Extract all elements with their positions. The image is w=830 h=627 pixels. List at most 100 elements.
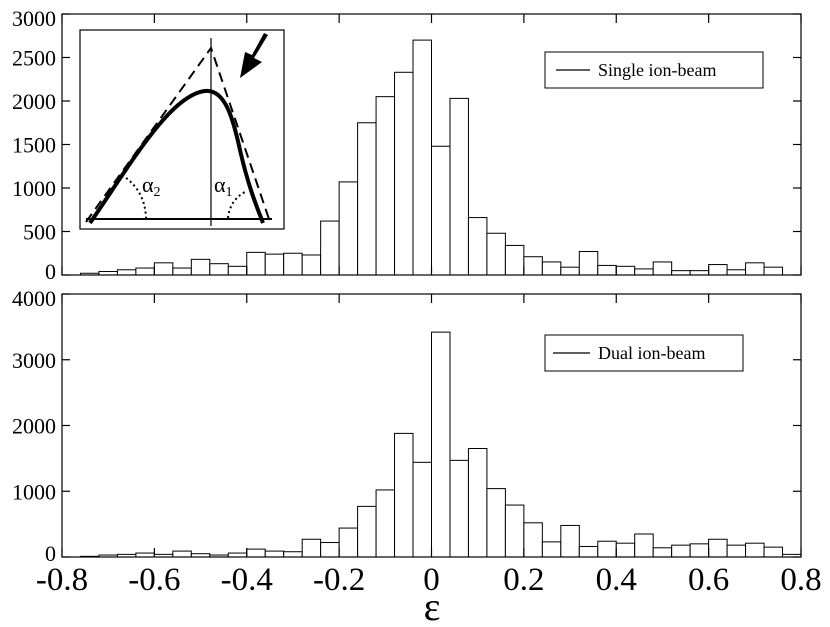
top-bars bbox=[79, 39, 784, 276]
top-y-axis: 0 500 1000 1500 2000 2500 3000 bbox=[12, 6, 801, 284]
top-legend-label: Single ion-beam bbox=[598, 60, 716, 80]
x-tick-label: 0.4 bbox=[596, 562, 637, 598]
top-histogram-bar bbox=[135, 267, 155, 276]
top-histogram-bar bbox=[726, 269, 747, 276]
bottom-histogram-bar bbox=[708, 538, 728, 558]
top-histogram-bar bbox=[375, 96, 396, 276]
top-histogram-bar bbox=[671, 270, 691, 276]
top-histogram-bar bbox=[615, 265, 636, 276]
bottom-histogram-bar bbox=[301, 538, 322, 558]
bottom-histogram-bar bbox=[745, 542, 765, 558]
top-histogram-bar bbox=[153, 262, 174, 276]
top-histogram-bar bbox=[301, 254, 322, 276]
bottom-histogram-bar bbox=[634, 533, 654, 558]
top-histogram-bar bbox=[227, 265, 248, 276]
top-y-tick-label: 2500 bbox=[12, 46, 56, 71]
bottom-histogram-bar bbox=[394, 432, 414, 558]
bottom-histogram-bar bbox=[431, 331, 451, 558]
x-tick-label: 0.2 bbox=[503, 562, 544, 598]
top-histogram-bar bbox=[246, 251, 266, 276]
bottom-histogram-bar bbox=[283, 551, 303, 558]
top-histogram-bar bbox=[504, 244, 525, 276]
x-tick-label: -0.6 bbox=[128, 562, 180, 598]
x-tick-label: 0.8 bbox=[780, 562, 821, 598]
x-tick-label: 0.6 bbox=[688, 562, 729, 598]
top-panel: 0 500 1000 1500 2000 2500 3000 Single ion-beam… bbox=[12, 6, 802, 284]
inset-alpha-1: α1 bbox=[214, 172, 233, 200]
top-histogram-bar bbox=[394, 71, 414, 276]
top-histogram-bar bbox=[172, 267, 192, 276]
bottom-histogram-bar bbox=[504, 504, 525, 558]
x-tick-label: -0.2 bbox=[313, 562, 365, 598]
top-histogram-bar bbox=[190, 258, 211, 276]
bottom-histogram-bar bbox=[357, 505, 377, 558]
top-histogram-bar bbox=[597, 264, 617, 276]
top-legend: Single ion-beam bbox=[544, 51, 764, 89]
top-y-tick-label: 500 bbox=[23, 220, 56, 245]
top-histogram-bar bbox=[689, 270, 710, 276]
bottom-y-axis: 0 1000 2000 3000 4000 bbox=[12, 286, 801, 566]
bottom-legend: Dual ion-beam bbox=[544, 334, 744, 372]
top-y-tick-label: 3000 bbox=[12, 6, 56, 31]
top-histogram-bar bbox=[412, 39, 432, 276]
x-tick-label: 0 bbox=[423, 562, 440, 598]
bottom-histogram-bar bbox=[172, 550, 192, 558]
top-histogram-bar bbox=[116, 269, 137, 276]
bottom-histogram-bar bbox=[486, 488, 506, 558]
bottom-histogram-bar bbox=[578, 545, 599, 558]
bottom-histogram-bar bbox=[338, 527, 359, 558]
top-y-tick-label: 0 bbox=[45, 259, 56, 284]
bottom-histogram-bar bbox=[264, 550, 285, 558]
top-y-tick-label: 1000 bbox=[12, 176, 56, 201]
x-tick-label: -0.4 bbox=[221, 562, 273, 598]
bottom-histogram-bar bbox=[523, 522, 543, 558]
x-tick-label: -0.8 bbox=[36, 562, 88, 598]
bottom-histogram-bar bbox=[560, 524, 580, 558]
top-y-tick-label: 1500 bbox=[12, 133, 56, 158]
top-histogram-bar bbox=[320, 220, 340, 276]
bottom-histogram-bar bbox=[412, 461, 432, 558]
top-y-tick-label: 2000 bbox=[12, 89, 56, 114]
top-histogram-bar bbox=[708, 264, 728, 276]
bottom-y-tick-label: 3000 bbox=[12, 348, 56, 373]
top-histogram-bar bbox=[283, 252, 303, 276]
bottom-x-axis: -0.8 -0.6 -0.4 -0.2 0 0.2 0.4 0.6 0.8 bbox=[36, 294, 822, 598]
top-histogram-bar bbox=[357, 122, 377, 276]
top-histogram-bar bbox=[652, 261, 673, 276]
top-histogram-bar bbox=[745, 262, 765, 276]
bottom-histogram-bar bbox=[246, 548, 266, 558]
bottom-histogram-bar bbox=[467, 448, 488, 558]
inset-peak-curve bbox=[88, 88, 265, 225]
top-histogram-bar bbox=[634, 268, 654, 276]
top-histogram-bar bbox=[486, 232, 506, 276]
bottom-y-tick-label: 0 bbox=[45, 541, 56, 566]
top-histogram-bar bbox=[209, 263, 229, 276]
top-histogram-bar bbox=[541, 261, 562, 276]
top-x-ticks bbox=[61, 14, 802, 275]
bottom-histogram-bar bbox=[615, 542, 636, 558]
bottom-histogram-bar bbox=[671, 544, 691, 558]
top-histogram-bar bbox=[763, 266, 784, 276]
bottom-histogram-bar bbox=[726, 544, 747, 558]
bottom-bars bbox=[79, 331, 802, 558]
top-histogram-bar bbox=[560, 266, 580, 276]
bottom-histogram-bar bbox=[689, 543, 710, 558]
bottom-histogram-bar bbox=[449, 459, 469, 558]
top-histogram-bar bbox=[431, 145, 451, 276]
bottom-histogram-bar bbox=[652, 547, 673, 558]
bottom-y-tick-label: 2000 bbox=[12, 414, 56, 439]
bottom-panel: 0 1000 2000 3000 4000 -0.8 -0.6 -0.4 -0.2 0 0.2 0.… bbox=[12, 286, 822, 627]
inset-arc-right bbox=[227, 191, 246, 219]
top-histogram-bar bbox=[338, 181, 359, 276]
top-histogram-bar bbox=[578, 251, 599, 276]
bottom-histogram-bar bbox=[320, 542, 340, 558]
bottom-histogram-bar bbox=[541, 541, 562, 558]
inset: α2 α1 bbox=[79, 29, 285, 230]
bottom-y-tick-label: 4000 bbox=[12, 286, 56, 311]
bottom-legend-label: Dual ion-beam bbox=[598, 343, 705, 363]
inset-arrow-icon bbox=[240, 33, 268, 78]
inset-arc-left bbox=[121, 174, 147, 219]
top-histogram-bar bbox=[523, 256, 543, 276]
bottom-histogram-bar bbox=[375, 489, 396, 558]
